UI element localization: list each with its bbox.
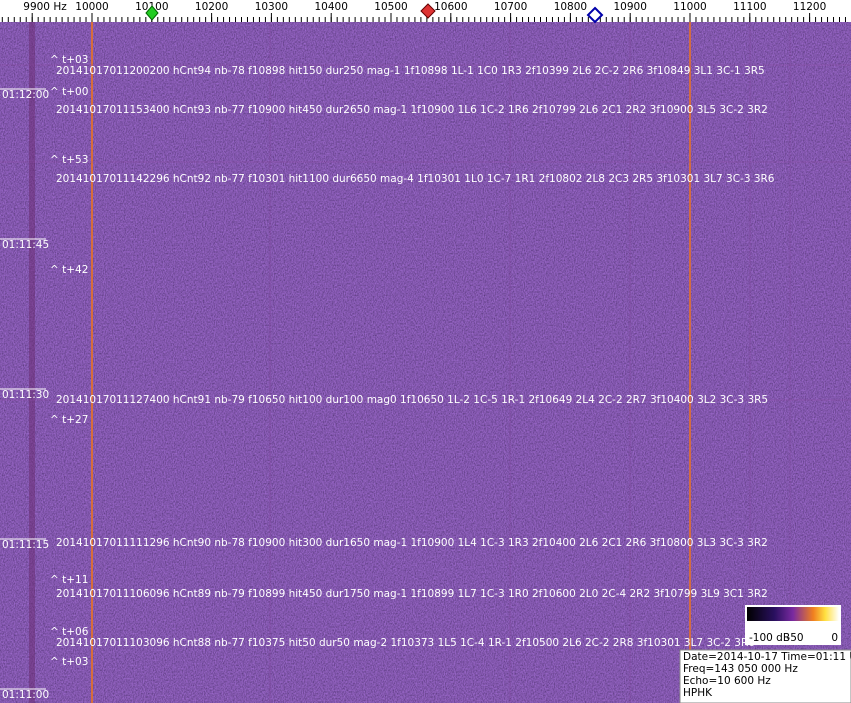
annotations: 01:12:00 01:11:45 01:11:30 01:11:15 01:11:00… [0,54,775,701]
event-marker: ^ t+42 [50,264,88,276]
frequency-label: 10900 [613,1,646,13]
frequency-label: 10300 [255,1,288,13]
colorbar-label: -100 dB [749,632,790,644]
event-marker: ^ t+00 [50,86,88,98]
frequency-label: 11000 [673,1,706,13]
marker-green [145,5,159,21]
colorbar-gradient [747,607,839,621]
event-text: 20141017011200200 hCnt94 nb-78 f10898 hi… [56,65,765,77]
frequency-label: 10000 [75,1,108,13]
info-box: Date=2014-10-17 Time=01:11 UTCFreq=143 0… [679,649,851,703]
time-label: 01:11:00 [2,689,49,701]
signal-lines [0,22,851,703]
time-label: 01:12:00 [2,89,49,101]
event-marker: ^ t+06 [50,626,89,638]
marker-blue [586,6,604,24]
event-text: 20141017011103096 hCnt88 nb-77 f10375 hi… [56,637,755,649]
frequency-label: 10600 [434,1,467,13]
frequency-label: 10400 [314,1,347,13]
event-text: 20141017011106096 hCnt89 nb-79 f10899 hi… [56,588,768,600]
time-label: 01:11:15 [2,539,49,551]
event-marker: ^ t+27 [50,414,88,426]
time-label: 01:11:45 [2,239,49,251]
frequency-label: 11100 [733,1,766,13]
event-marker: ^ t+11 [50,574,88,586]
info-line: HPHK [683,687,713,699]
event-marker: ^ t+03 [50,54,88,66]
info-line: Date=2014-10-17 Time=01:11 UTC [683,651,851,663]
time-label: 01:11:30 [2,389,49,401]
frequency-label: 10700 [494,1,527,13]
frequency-label: 9900 Hz [23,1,67,13]
cursor-markers [145,3,604,24]
event-marker: ^ t+03 [50,656,88,668]
event-marker: ^ t+53 [50,154,88,166]
marker-red [420,3,436,19]
spectrogram-noise [0,22,851,703]
event-text: 20141017011142296 hCnt92 nb-77 f10301 hi… [56,173,775,185]
info-background [679,649,851,703]
event-text: 20141017011127400 hCnt91 nb-79 f10650 hi… [56,394,768,406]
colorbar: -100 dB-50 0 [745,605,841,645]
frequency-label: 10800 [554,1,587,13]
colorbar-label: -50 [786,632,803,644]
event-text: 20141017011111296 hCnt90 nb-78 f10900 hi… [56,537,768,549]
colorbar-label: 0 [831,632,838,644]
event-text: 20141017011153400 hCnt93 nb-77 f10900 hi… [56,104,768,116]
info-line: Echo=10 600 Hz [683,675,771,687]
frequency-label: 10200 [195,1,228,13]
frequency-label: 10500 [374,1,407,13]
frequency-label: 11200 [793,1,826,13]
info-line: Freq=143 050 000 Hz [683,663,798,675]
